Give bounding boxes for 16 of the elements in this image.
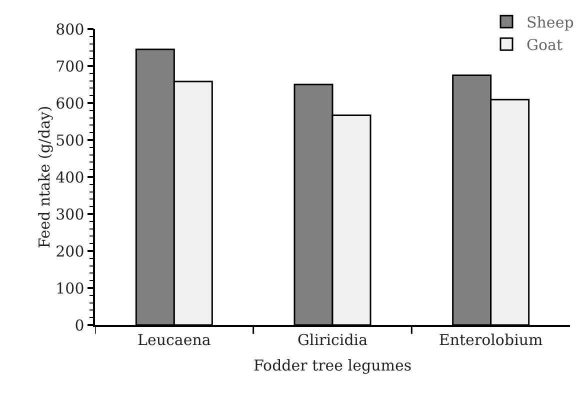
x-tick-label: Leucaena bbox=[138, 330, 211, 349]
y-tick-label: 0 bbox=[74, 316, 84, 334]
y-tick-label: 500 bbox=[56, 131, 84, 150]
y-tick-label: 300 bbox=[56, 205, 84, 224]
x-axis-title: Fodder tree legumes bbox=[253, 356, 412, 374]
y-tick-label: 800 bbox=[56, 20, 84, 38]
y-axis-title: Feed ntake (g/day) bbox=[36, 106, 54, 248]
y-tick-label: 100 bbox=[56, 279, 84, 298]
y-tick-label: 400 bbox=[56, 168, 84, 186]
y-tick-label: 700 bbox=[56, 57, 84, 76]
legend-label: Goat bbox=[526, 36, 562, 54]
legend-label: Sheep bbox=[526, 13, 574, 32]
x-tick-label: Gliricidia bbox=[297, 330, 368, 349]
x-tick-label: Enterolobium bbox=[438, 330, 543, 349]
y-tick-label: 200 bbox=[56, 242, 84, 260]
y-tick-label: 600 bbox=[56, 94, 84, 112]
